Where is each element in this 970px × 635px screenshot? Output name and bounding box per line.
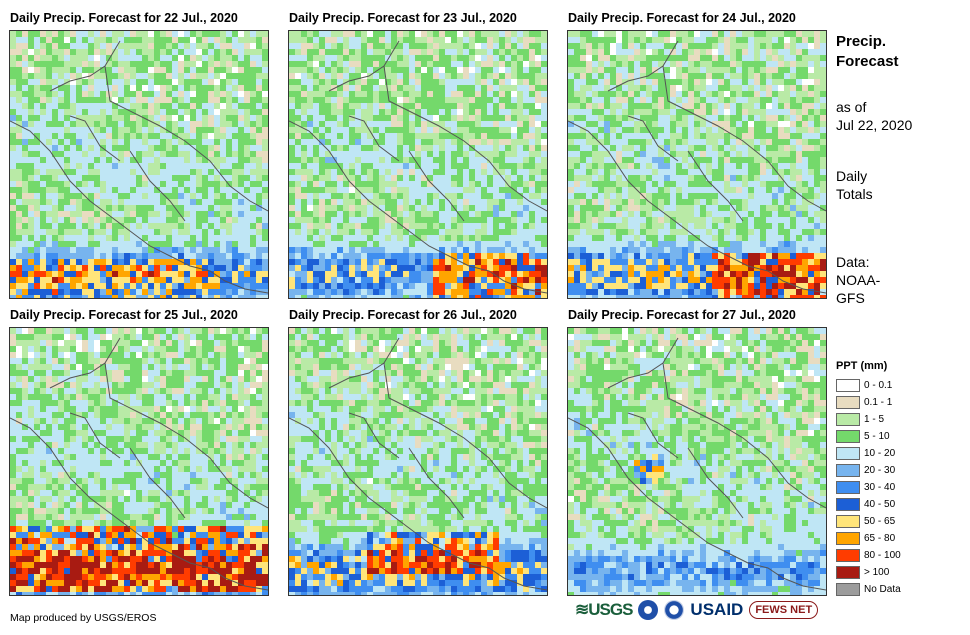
legend-label: 30 - 40 — [864, 482, 896, 493]
legend-swatch — [836, 379, 860, 392]
panel-title-3: Daily Precip. Forecast for 24 Jul., 2020 — [568, 11, 796, 25]
precip-grid — [568, 328, 826, 595]
legend-item: 30 - 40 — [836, 479, 901, 496]
coastline-border — [568, 40, 826, 294]
legend-swatch — [836, 532, 860, 545]
as-of-date: as of Jul 22, 2020 — [836, 98, 912, 134]
data-source-note: Data: NOAA- GFS — [836, 253, 880, 307]
legend-label: 80 - 100 — [864, 550, 901, 561]
forecast-title: Precip. Forecast — [836, 32, 899, 72]
legend-label: 20 - 30 — [864, 465, 896, 476]
legend-label: 65 - 80 — [864, 533, 896, 544]
legend-swatch — [836, 583, 860, 596]
panel-title-1: Daily Precip. Forecast for 22 Jul., 2020 — [10, 11, 238, 25]
coastline-border — [289, 337, 547, 591]
precip-map-24-jul — [567, 30, 827, 299]
legend-swatch — [836, 396, 860, 409]
usaid-logo: USAID — [690, 600, 744, 619]
legend-swatch — [836, 566, 860, 579]
precip-legend: PPT (mm) 0 - 0.1 0.1 - 1 1 - 5 5 - 10 10 - 2… — [836, 360, 901, 598]
precip-map-25-jul — [9, 327, 269, 596]
legend-swatch — [836, 464, 860, 477]
forecast-title-line2: Forecast — [836, 53, 899, 70]
as-of-label: as of — [836, 99, 867, 115]
legend-item: 1 - 5 — [836, 411, 901, 428]
legend-label: 0.1 - 1 — [864, 397, 893, 408]
legend-item: 5 - 10 — [836, 428, 901, 445]
panel-title-4: Daily Precip. Forecast for 25 Jul., 2020 — [10, 308, 238, 322]
precip-grid — [10, 31, 268, 298]
legend-swatch — [836, 515, 860, 528]
legend-swatch — [836, 549, 860, 562]
usgs-logo: ≋USGS — [575, 600, 633, 619]
nasa-logo-icon — [664, 600, 685, 620]
noaa-logo-icon — [638, 600, 659, 620]
precip-map-23-jul — [288, 30, 548, 299]
precip-grid — [568, 31, 826, 298]
partner-logos: ≋USGS USAID FEWS NET — [575, 600, 819, 620]
legend-item: > 100 — [836, 564, 901, 581]
panel-title-6: Daily Precip. Forecast for 27 Jul., 2020 — [568, 308, 796, 322]
data-source-label: Data: — [836, 254, 870, 270]
totals-label: Totals — [836, 186, 873, 202]
panel-title-5: Daily Precip. Forecast for 26 Jul., 2020 — [289, 308, 517, 322]
map-credit: Map produced by USGS/EROS — [10, 612, 157, 624]
legend-label: 1 - 5 — [864, 414, 885, 425]
legend-title: PPT (mm) — [836, 360, 888, 372]
legend-item: 50 - 65 — [836, 513, 901, 530]
precip-grid — [289, 328, 547, 595]
legend-item: 10 - 20 — [836, 445, 901, 462]
coastline-border — [568, 337, 826, 591]
forecast-title-line1: Precip. — [836, 33, 887, 50]
legend-swatch — [836, 413, 860, 426]
legend-item: 40 - 50 — [836, 496, 901, 513]
fews-net-logo: FEWS NET — [749, 601, 819, 619]
legend-swatch — [836, 447, 860, 460]
legend-swatch — [836, 498, 860, 511]
precip-map-26-jul — [288, 327, 548, 596]
legend-item: 0 - 0.1 — [836, 377, 901, 394]
coastline-border — [289, 40, 547, 294]
as-of-value: Jul 22, 2020 — [836, 117, 913, 133]
legend-label: 5 - 10 — [864, 431, 890, 442]
panel-title-2: Daily Precip. Forecast for 23 Jul., 2020 — [289, 11, 517, 25]
legend-item: No Data — [836, 581, 901, 598]
legend-item: 65 - 80 — [836, 530, 901, 547]
legend-swatch — [836, 481, 860, 494]
coastline-border — [10, 337, 268, 591]
legend-label: 50 - 65 — [864, 516, 896, 527]
legend-label: 40 - 50 — [864, 499, 896, 510]
data-source-line3: GFS — [836, 290, 865, 306]
legend-item: 80 - 100 — [836, 547, 901, 564]
daily-totals-note: Daily Totals — [836, 167, 873, 203]
legend-label: 0 - 0.1 — [864, 380, 893, 391]
legend-item: 0.1 - 1 — [836, 394, 901, 411]
legend-label: No Data — [864, 584, 901, 595]
legend-label: > 100 — [864, 567, 890, 578]
precip-map-27-jul — [567, 327, 827, 596]
daily-label: Daily — [836, 168, 868, 184]
coastline-border — [10, 40, 268, 294]
precip-grid — [289, 31, 547, 298]
data-source-line2: NOAA- — [836, 272, 881, 288]
legend-rows: 0 - 0.1 0.1 - 1 1 - 5 5 - 10 10 - 20 20 - 30 3… — [836, 377, 901, 598]
legend-item: 20 - 30 — [836, 462, 901, 479]
precip-map-22-jul — [9, 30, 269, 299]
legend-label: 10 - 20 — [864, 448, 896, 459]
legend-swatch — [836, 430, 860, 443]
precip-grid — [10, 328, 268, 595]
